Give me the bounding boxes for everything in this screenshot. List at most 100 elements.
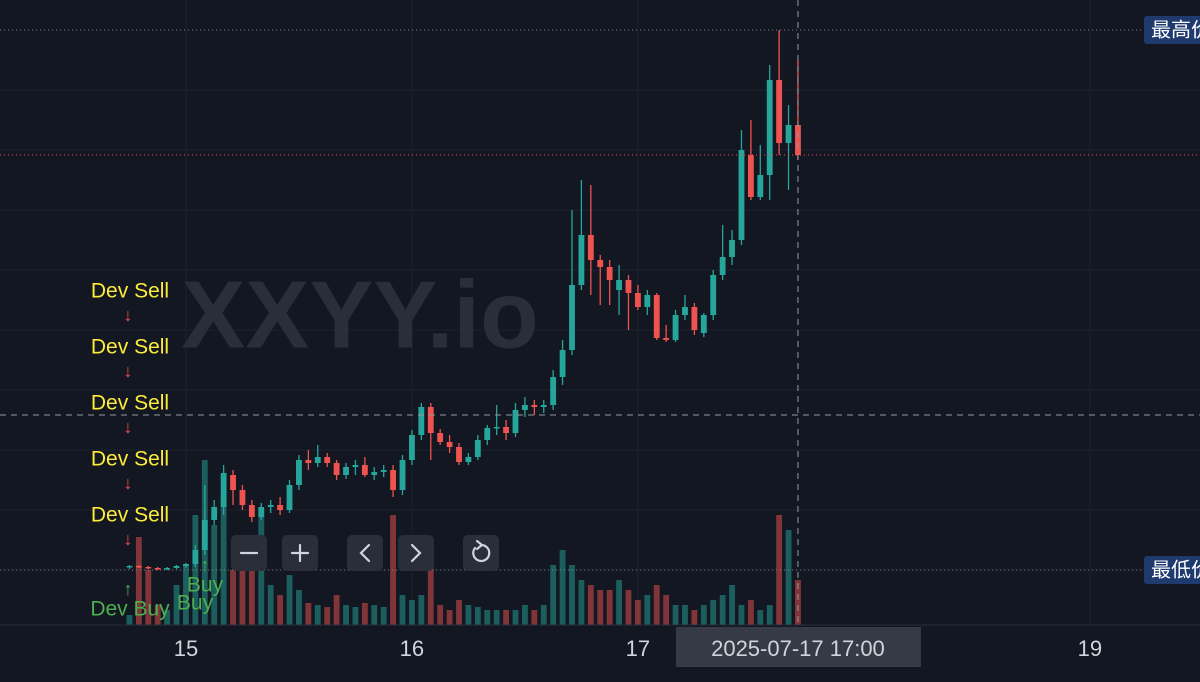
volume-bar — [484, 610, 491, 625]
candle-body — [333, 463, 340, 475]
volume-bar — [653, 585, 660, 625]
volume-bar — [644, 595, 651, 625]
candle-body — [795, 125, 801, 155]
candle-body — [729, 240, 735, 257]
candle-body — [616, 280, 622, 290]
zoom-in-button[interactable] — [282, 535, 318, 571]
scroll-right-button[interactable] — [398, 535, 434, 571]
volume-bar — [776, 515, 783, 625]
candle-body — [465, 457, 472, 462]
volume-bar — [296, 590, 302, 625]
volume-bar — [230, 570, 236, 625]
candle-body — [145, 567, 152, 569]
annotation-label: Dev Sell — [91, 392, 169, 415]
candle-body — [550, 377, 557, 405]
candle-body — [653, 295, 660, 338]
candle-body — [201, 520, 208, 550]
volume-bar — [286, 575, 293, 625]
volume-bar — [135, 537, 142, 625]
annotation-label: Buy — [177, 592, 214, 615]
volume-bar — [625, 590, 632, 625]
volume-bar — [154, 605, 161, 625]
volume-bar — [719, 595, 726, 625]
volume-bar — [352, 607, 359, 625]
annotation-arrow: ↑ — [201, 555, 210, 575]
volume-bar — [569, 565, 575, 625]
candle-body — [258, 507, 265, 517]
volume-bar — [465, 605, 472, 625]
candle-body — [540, 405, 547, 407]
annotation-arrow: ↓ — [124, 361, 133, 381]
volume-bar — [785, 530, 792, 625]
zoom-out-button[interactable] — [231, 535, 267, 571]
candle-body — [587, 235, 594, 260]
candle-body — [578, 235, 585, 285]
candle-body — [757, 175, 764, 197]
annotation-label: Dev Sell — [91, 448, 169, 471]
candle-body — [710, 275, 717, 315]
candle-body — [672, 315, 679, 340]
volume-bar — [248, 565, 255, 625]
candle-body — [352, 465, 359, 467]
volume-bar — [540, 605, 547, 625]
candle-body — [211, 507, 218, 520]
annotation-arrow: ↓ — [124, 473, 133, 493]
x-tick-label: 16 — [400, 636, 424, 661]
volume-bar — [474, 607, 481, 625]
volume-bar — [145, 570, 152, 625]
candle-body — [531, 405, 538, 407]
volume-bar — [521, 605, 528, 625]
volume-bar — [390, 515, 397, 625]
x-tick-label: 17 — [626, 636, 650, 661]
volume-bar — [682, 605, 688, 625]
volume-bar — [663, 595, 670, 625]
candle-body — [634, 293, 641, 307]
x-tick-label: 19 — [1078, 636, 1102, 661]
volume-bar — [267, 585, 274, 625]
volume-bar — [559, 550, 566, 625]
candle-body — [521, 405, 528, 410]
candle-body — [286, 485, 293, 510]
candle-body — [305, 460, 312, 463]
volume-bar — [616, 580, 622, 625]
volume-bar — [427, 555, 434, 625]
candle-body — [324, 457, 331, 463]
candle-body — [173, 566, 180, 568]
candle-body — [390, 470, 397, 490]
candle-body — [418, 407, 425, 435]
candle-body — [126, 566, 133, 568]
candle-body — [343, 467, 349, 475]
candle-body — [248, 505, 255, 517]
candle-body — [314, 457, 321, 463]
candle-body — [474, 440, 481, 457]
candle-body — [361, 465, 368, 475]
candle-body — [663, 338, 670, 340]
candle-body — [427, 407, 434, 433]
volume-bar — [418, 595, 425, 625]
volume-bar — [587, 585, 594, 625]
candle-body — [766, 80, 773, 175]
annotation-label: Dev Sell — [91, 336, 169, 359]
candle-body — [277, 505, 284, 510]
volume-bar — [409, 600, 415, 625]
volume-bar — [305, 603, 312, 625]
candle-body — [747, 155, 754, 197]
candle-body — [446, 442, 453, 447]
volume-bar — [795, 580, 801, 625]
candle-body — [456, 447, 462, 462]
volume-bar — [606, 590, 613, 625]
volume-bar — [173, 585, 180, 625]
reset-button[interactable] — [463, 535, 499, 571]
annotation-label: Dev Sell — [91, 280, 169, 303]
scroll-left-button[interactable] — [347, 535, 383, 571]
volume-bar — [183, 565, 189, 625]
x-tick-label: 15 — [174, 636, 198, 661]
candle-body — [682, 307, 688, 315]
candle-body — [719, 257, 726, 275]
x-axis: 15 16 17 19 2025-07-17 17:00 — [174, 627, 1102, 667]
volume-bar — [371, 605, 378, 625]
candle-body — [559, 350, 566, 377]
candle-body — [738, 150, 745, 240]
candle-body — [296, 460, 302, 485]
